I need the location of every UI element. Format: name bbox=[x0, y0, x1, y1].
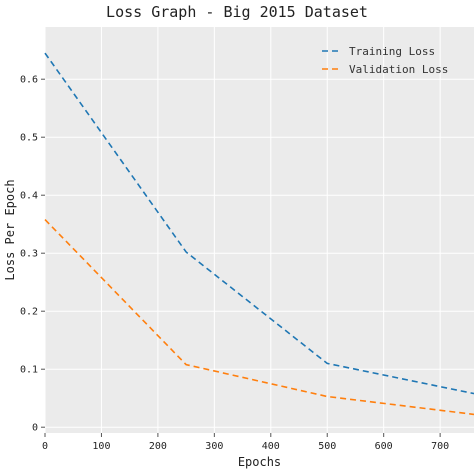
series-line-training-loss bbox=[44, 52, 474, 395]
x-tick-label: 0 bbox=[42, 441, 48, 452]
y-tick-label: 0.6 bbox=[20, 75, 38, 86]
y-tick-label: 0.1 bbox=[20, 365, 38, 376]
y-tick-label: 0.2 bbox=[20, 307, 38, 318]
x-tick-label: 400 bbox=[262, 441, 280, 452]
y-tick-label: 0 bbox=[32, 423, 38, 434]
plot-area bbox=[45, 27, 474, 433]
y-axis-ticks: 0 0.1 0.2 0.3 0.4 0.5 0.6 bbox=[20, 75, 45, 434]
y-axis-label: Loss Per Epoch bbox=[3, 179, 17, 280]
grid-lines bbox=[44, 27, 474, 433]
chart-title: Loss Graph - Big 2015 Dataset bbox=[106, 3, 368, 21]
x-tick-label: 300 bbox=[205, 441, 223, 452]
series-lines bbox=[44, 52, 474, 416]
x-axis-label: Epochs bbox=[238, 455, 281, 469]
x-axis-ticks: 0 100 200 300 400 500 600 700 bbox=[42, 433, 449, 452]
x-tick-label: 600 bbox=[375, 441, 393, 452]
x-tick-label: 200 bbox=[149, 441, 167, 452]
y-tick-label: 0.3 bbox=[20, 249, 38, 260]
y-tick-label: 0.4 bbox=[20, 191, 38, 202]
series-line-validation-loss bbox=[44, 219, 474, 416]
x-tick-label: 100 bbox=[92, 441, 110, 452]
legend-label: Training Loss bbox=[349, 45, 435, 58]
legend-label: Validation Loss bbox=[349, 63, 448, 76]
y-tick-label: 0.5 bbox=[20, 133, 38, 144]
x-tick-label: 700 bbox=[431, 441, 449, 452]
legend: Training Loss Validation Loss bbox=[322, 45, 448, 76]
x-tick-label: 500 bbox=[318, 441, 336, 452]
